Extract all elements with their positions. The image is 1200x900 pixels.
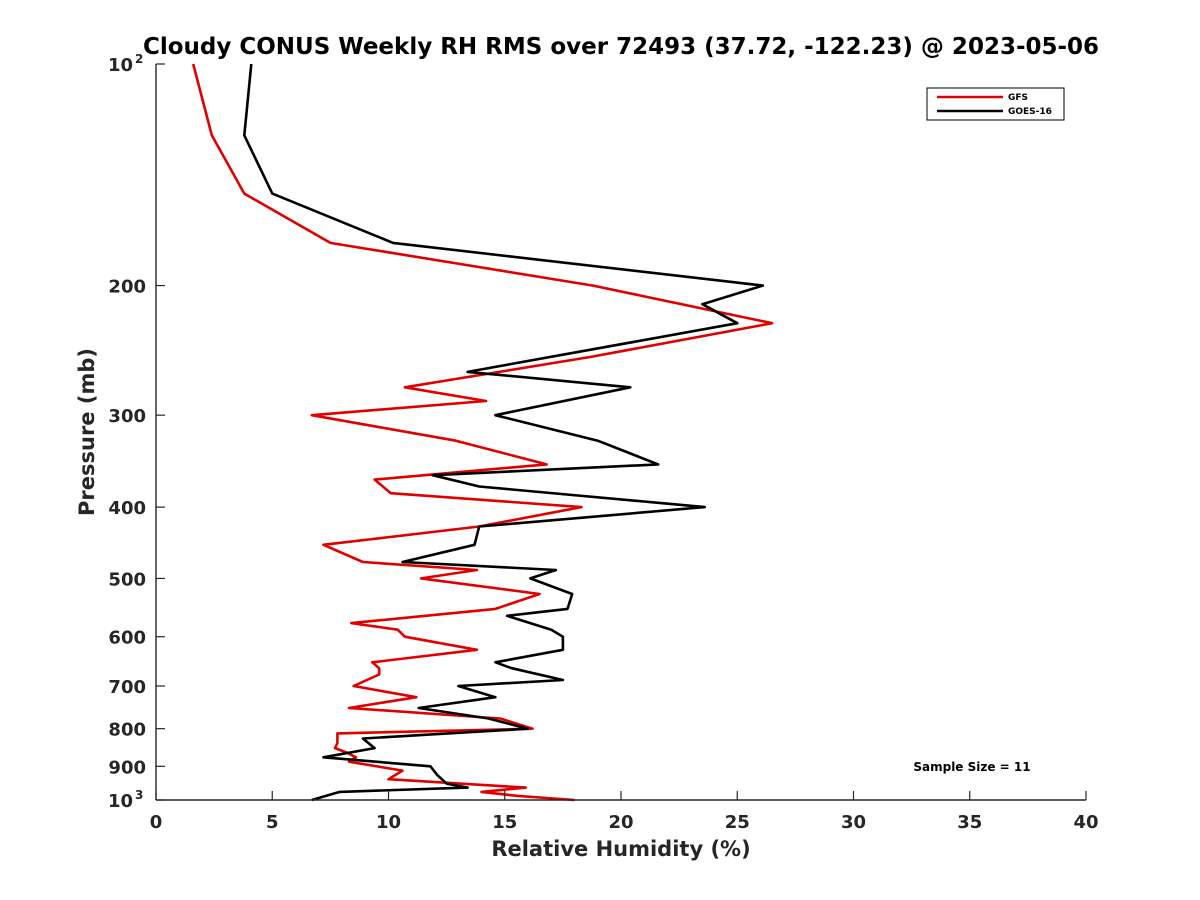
series-line-gfs (191, 63, 774, 802)
y-tick-label: 300 (108, 406, 146, 427)
x-axis-ticks: 0 5 10 15 20 25 30 35 40 (150, 791, 1099, 833)
x-axis-label: Relative Humidity (%) (491, 837, 750, 861)
series-layer (191, 63, 774, 802)
x-tick-label: 0 (150, 812, 163, 833)
y-tick-label-exponent: 3 (135, 788, 143, 802)
x-tick-label: 10 (376, 812, 401, 833)
y-tick-label: 700 (108, 677, 146, 698)
x-tick-label: 20 (608, 812, 633, 833)
legend-box (926, 87, 1065, 121)
y-tick-label-base: 10 (108, 55, 133, 76)
legend: GFS GOES-16 (926, 87, 1065, 121)
y-tick-label-exponent: 2 (135, 52, 143, 66)
y-tick-label: 500 (108, 569, 146, 590)
legend-label: GFS (1008, 93, 1028, 103)
x-tick-label: 5 (266, 812, 279, 833)
y-tick-label: 900 (108, 757, 146, 778)
chart-title: Cloudy CONUS Weekly RH RMS over 72493 (3… (143, 34, 1099, 60)
y-tick-label-power: 10 3 (108, 788, 143, 812)
y-tick-label-base: 10 (108, 791, 133, 812)
x-tick-label: 30 (841, 812, 866, 833)
sample-size-annotation: Sample Size = 11 (913, 760, 1030, 774)
legend-label: GOES-16 (1008, 107, 1052, 117)
y-tick-label: 800 (108, 720, 146, 741)
y-axis-label: Pressure (mb) (75, 348, 99, 516)
x-tick-label: 25 (725, 812, 750, 833)
series-line-goes-16 (243, 63, 765, 802)
y-tick-label: 400 (108, 498, 146, 519)
y-tick-label-power: 10 2 (108, 52, 143, 76)
x-tick-label: 40 (1073, 812, 1098, 833)
x-tick-label: 15 (492, 812, 517, 833)
x-tick-label: 35 (957, 812, 982, 833)
y-tick-label: 600 (108, 628, 146, 649)
y-tick-label: 200 (108, 277, 146, 298)
